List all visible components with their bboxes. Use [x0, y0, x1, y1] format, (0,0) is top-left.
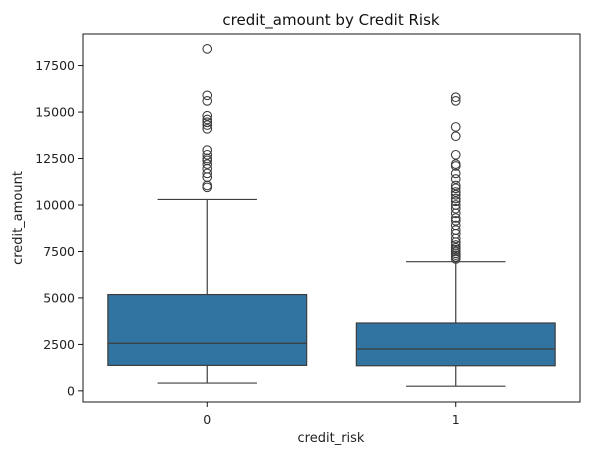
- outlier-point: [450, 213, 461, 223]
- iqr-box: [107, 293, 308, 366]
- outlier-point: [202, 180, 213, 191]
- outlier-point: [450, 225, 461, 235]
- y-tick-label: 5000: [43, 290, 75, 305]
- outlier-point: [450, 242, 461, 253]
- outlier-point: [450, 180, 461, 191]
- outlier-point: [202, 44, 213, 54]
- outlier-point: [450, 183, 461, 194]
- x-tick-label: 0: [203, 412, 211, 427]
- outlier-point: [450, 240, 461, 250]
- chart-title: credit_amount by Credit Risk: [222, 11, 439, 30]
- y-tick-label: 12500: [35, 151, 75, 166]
- outlier-point: [202, 117, 213, 128]
- iqr-box: [355, 322, 556, 367]
- outlier-point: [450, 193, 461, 204]
- outlier-point: [450, 220, 461, 231]
- y-tick-label: 10000: [35, 197, 75, 212]
- y-axis-label: credit_amount: [11, 171, 26, 265]
- outlier-point: [450, 168, 461, 179]
- box-group-0: [107, 44, 308, 384]
- y-tick-label: 17500: [35, 58, 75, 73]
- y-tick-label: 0: [67, 383, 75, 398]
- outlier-point: [202, 90, 213, 101]
- plot-area: [107, 44, 556, 387]
- outlier-point: [202, 120, 213, 130]
- outlier-point: [202, 110, 213, 121]
- outlier-point: [450, 203, 461, 214]
- outlier-point: [450, 159, 461, 169]
- outlier-point: [450, 189, 461, 200]
- outlier-point: [202, 96, 213, 106]
- outlier-point: [450, 122, 461, 132]
- outlier-point: [202, 149, 213, 160]
- outlier-point: [202, 123, 213, 134]
- y-tick-label: 15000: [35, 105, 75, 120]
- x-axis-label: credit_risk: [298, 431, 365, 446]
- outlier-point: [202, 159, 213, 169]
- outlier-point: [450, 174, 461, 184]
- outlier-point: [450, 92, 461, 103]
- outlier-point: [202, 168, 213, 179]
- outlier-point: [450, 200, 461, 210]
- plot-frame: [82, 33, 581, 403]
- box-group-1: [355, 92, 556, 387]
- outlier-point: [450, 196, 461, 207]
- y-tick-label: 2500: [43, 337, 75, 352]
- outlier-point: [202, 145, 213, 156]
- outlier-point: [450, 96, 461, 106]
- outlier-point: [450, 215, 461, 226]
- outlier-point: [202, 182, 213, 193]
- outlier-point: [450, 131, 461, 142]
- x-tick-label: 1: [452, 412, 460, 427]
- outlier-point: [450, 187, 461, 197]
- outlier-point: [202, 114, 213, 125]
- outlier-point: [450, 149, 461, 160]
- y-tick-label: 7500: [43, 244, 75, 259]
